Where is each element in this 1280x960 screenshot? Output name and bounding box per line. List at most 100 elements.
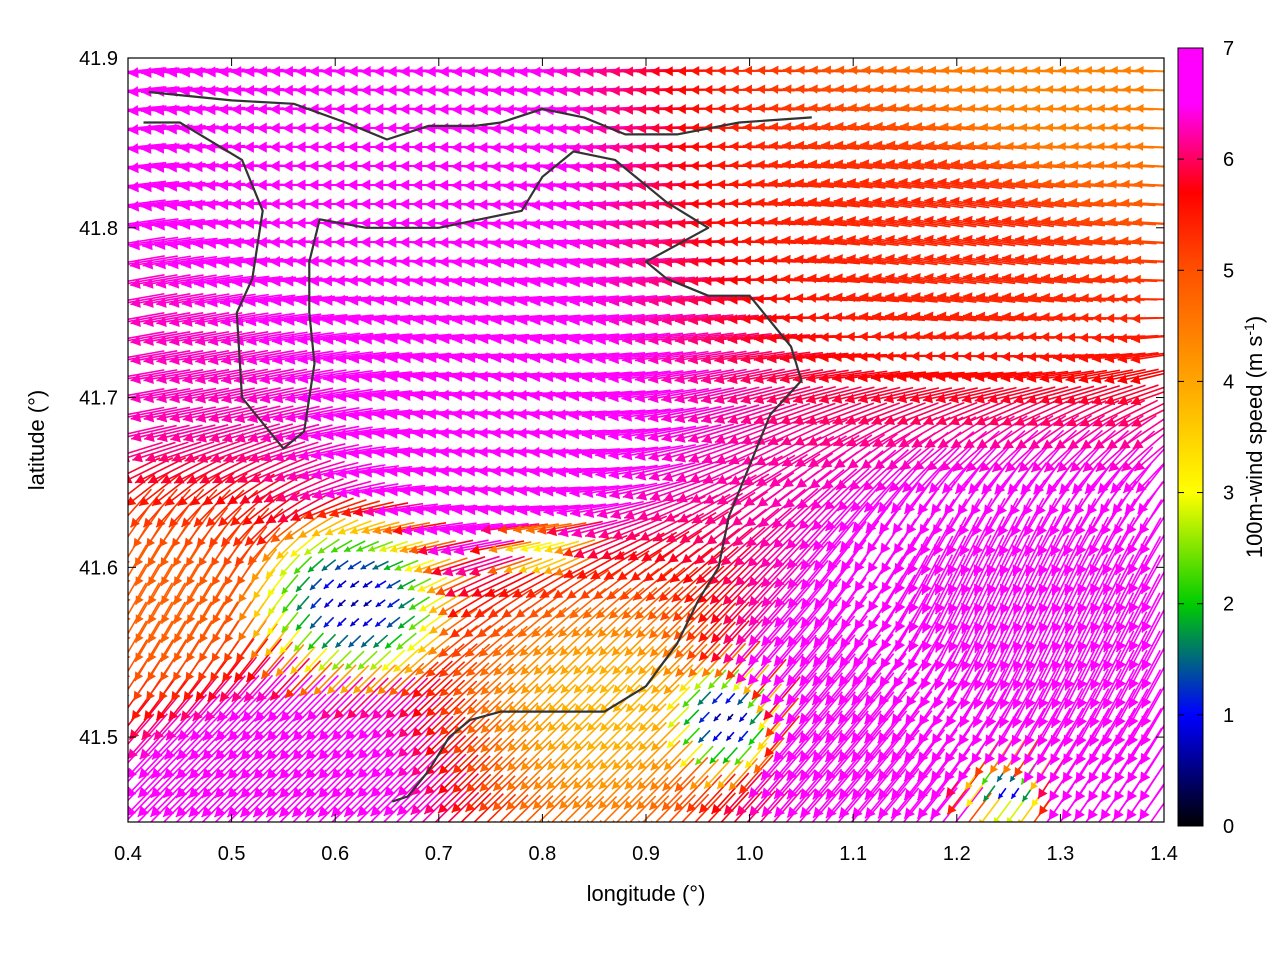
wind-vector-shaft bbox=[210, 440, 266, 462]
wind-vector-head bbox=[1012, 564, 1023, 577]
wind-vector-shaft bbox=[1117, 352, 1164, 361]
wind-vector-head bbox=[1106, 255, 1116, 265]
wind-vector-head bbox=[236, 652, 246, 663]
wind-vector-head bbox=[397, 804, 409, 816]
wind-vector-shaft bbox=[130, 350, 191, 363]
wind-vector-head bbox=[173, 671, 182, 682]
wind-vector-head bbox=[755, 236, 765, 246]
wind-vector-head bbox=[827, 598, 839, 611]
wind-vector-shaft bbox=[317, 731, 366, 780]
wind-vector-head bbox=[224, 614, 234, 624]
wind-vector-head bbox=[936, 415, 948, 426]
wind-vector-head bbox=[171, 690, 181, 701]
wind-vector-head bbox=[547, 723, 557, 732]
wind-vector-head bbox=[717, 494, 729, 505]
wind-vector-head bbox=[733, 535, 744, 547]
wind-vector-head bbox=[280, 710, 292, 722]
wind-vector-head bbox=[296, 314, 308, 326]
wind-vector-head bbox=[779, 373, 790, 384]
wind-vector-shaft bbox=[143, 406, 204, 420]
wind-vector-head bbox=[944, 503, 955, 516]
wind-vector-shaft bbox=[358, 677, 403, 720]
wind-vector-head bbox=[661, 392, 672, 404]
wind-vector-shaft bbox=[278, 712, 327, 761]
wind-vector-head bbox=[438, 764, 449, 775]
wind-vector-shaft bbox=[469, 555, 525, 575]
wind-vector-head bbox=[563, 547, 574, 557]
wind-vector-head bbox=[387, 505, 399, 517]
wind-vector-head bbox=[240, 786, 252, 799]
wind-vector-head bbox=[924, 311, 934, 322]
wind-vector-head bbox=[214, 805, 226, 818]
wind-vector-head bbox=[465, 314, 476, 326]
wind-vector-head bbox=[202, 825, 213, 836]
wind-vector-head bbox=[425, 706, 436, 717]
wind-vector-head bbox=[498, 588, 510, 598]
wind-vector-shaft bbox=[753, 402, 811, 424]
wind-vector-head bbox=[118, 518, 127, 528]
wind-vector-head bbox=[983, 504, 994, 516]
wind-vector-head bbox=[1091, 353, 1102, 364]
wind-vector-shaft bbox=[844, 370, 901, 380]
wind-vector-shaft bbox=[344, 694, 391, 741]
wind-vector-head bbox=[143, 335, 154, 346]
wind-vector-shaft bbox=[1078, 352, 1133, 360]
wind-vector-shaft bbox=[692, 510, 742, 545]
wind-vector-shaft bbox=[948, 387, 1004, 402]
wind-vector-head bbox=[647, 610, 658, 620]
wind-vector-head bbox=[143, 316, 154, 327]
wind-vector-shaft bbox=[1039, 370, 1095, 381]
wind-vector-head bbox=[664, 512, 676, 522]
wind-vector-head bbox=[284, 353, 296, 365]
wind-vector-shaft bbox=[1137, 479, 1164, 515]
wind-vector-head bbox=[687, 413, 699, 424]
wind-vector-head bbox=[411, 765, 422, 777]
wind-vector-head bbox=[516, 371, 528, 383]
wind-vector-shaft bbox=[370, 695, 417, 740]
wind-vector-head bbox=[774, 616, 786, 628]
wind-vector-head bbox=[407, 584, 415, 591]
wind-vector-shaft bbox=[156, 387, 217, 401]
wind-vector-head bbox=[625, 741, 634, 751]
wind-vector-head bbox=[609, 276, 620, 288]
wind-vector-head bbox=[148, 576, 157, 586]
wind-vector-head bbox=[910, 415, 922, 426]
wind-vector-head bbox=[558, 628, 568, 638]
wind-vector-shaft bbox=[847, 433, 898, 470]
wind-vector-head bbox=[865, 826, 876, 837]
wind-vector-head bbox=[689, 473, 701, 483]
wind-vector-head bbox=[413, 314, 424, 326]
wind-vector-head bbox=[897, 372, 907, 382]
wind-vector-head bbox=[1025, 659, 1037, 672]
wind-vector-head bbox=[227, 495, 239, 505]
wind-vector-shaft bbox=[627, 531, 678, 561]
wind-vector-head bbox=[477, 237, 488, 249]
wind-vector-head bbox=[1090, 602, 1101, 615]
wind-vector-head bbox=[560, 780, 569, 790]
wind-vector-head bbox=[292, 748, 304, 760]
wind-vector-head bbox=[973, 564, 984, 576]
wind-vector-head bbox=[858, 393, 869, 404]
wind-vector-head bbox=[546, 800, 555, 810]
wind-vector-head bbox=[438, 484, 450, 496]
wind-vector-shaft bbox=[156, 293, 217, 306]
wind-vector-shaft bbox=[352, 502, 409, 515]
wind-vector-head bbox=[143, 411, 155, 423]
wind-vector-head bbox=[1141, 715, 1152, 728]
wind-vector-shaft bbox=[189, 472, 235, 507]
wind-vector-shaft bbox=[974, 591, 1005, 654]
wind-vector-head bbox=[174, 595, 183, 605]
wind-vector-shaft bbox=[727, 403, 785, 423]
wind-vector-head bbox=[199, 595, 209, 605]
wind-vector-head bbox=[838, 750, 850, 762]
wind-vector-head bbox=[490, 427, 501, 439]
wind-vector-shaft bbox=[934, 611, 966, 672]
wind-vector-head bbox=[608, 372, 619, 384]
wind-vector-head bbox=[838, 712, 850, 725]
wind-vector-head bbox=[387, 333, 398, 345]
wind-vector-head bbox=[622, 257, 633, 268]
wind-vector-head bbox=[887, 459, 899, 470]
wind-vector-head bbox=[276, 551, 285, 560]
wind-vector-head bbox=[477, 408, 488, 420]
wind-vector-head bbox=[128, 474, 133, 484]
